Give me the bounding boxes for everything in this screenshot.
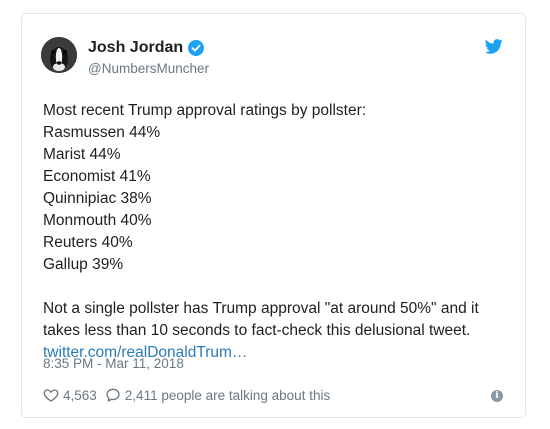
tweet-text: Most recent Trump approval ratings by po… [43,100,513,364]
like-count: 4,563 [63,387,97,403]
tweet-link[interactable]: twitter.com/realDonaldTrum… [43,344,248,361]
text-line: Most recent Trump approval ratings by po… [43,102,367,119]
reply-button[interactable]: 2,411 people are talking about this [105,387,330,403]
verified-badge-icon [188,40,205,56]
text-line: Quinnipiac 38% [43,190,152,207]
tweet-paragraph: Not a single pollster has Trump approval… [43,300,479,339]
heart-icon [43,389,59,402]
tweet-actions: 4,563 2,411 people are talking about thi… [43,387,330,403]
text-line: Reuters 40% [43,234,133,251]
twitter-bird-icon[interactable] [485,39,503,54]
text-line: Gallup 39% [43,256,124,273]
tweet-card: Josh Jordan @NumbersMuncher Most recent … [21,13,526,418]
text-line: Rasmussen 44% [43,124,161,141]
reply-bubble-icon [106,388,120,402]
text-line: Economist 41% [43,168,151,185]
author-handle[interactable]: @NumbersMuncher [88,61,209,76]
talking-count: 2,411 people are talking about this [124,387,331,403]
text-line: Monmouth 40% [43,212,152,229]
timestamp[interactable]: 8:35 PM - Mar 11, 2018 [43,356,184,371]
avatar[interactable] [41,37,77,73]
info-icon[interactable]: i [491,390,503,402]
avatar-dog-image [41,37,77,73]
text-line: Marist 44% [43,146,121,163]
author-name[interactable]: Josh Jordan [88,39,184,56]
like-button[interactable]: 4,563 [43,387,97,403]
author-name-row[interactable]: Josh Jordan [88,39,205,57]
